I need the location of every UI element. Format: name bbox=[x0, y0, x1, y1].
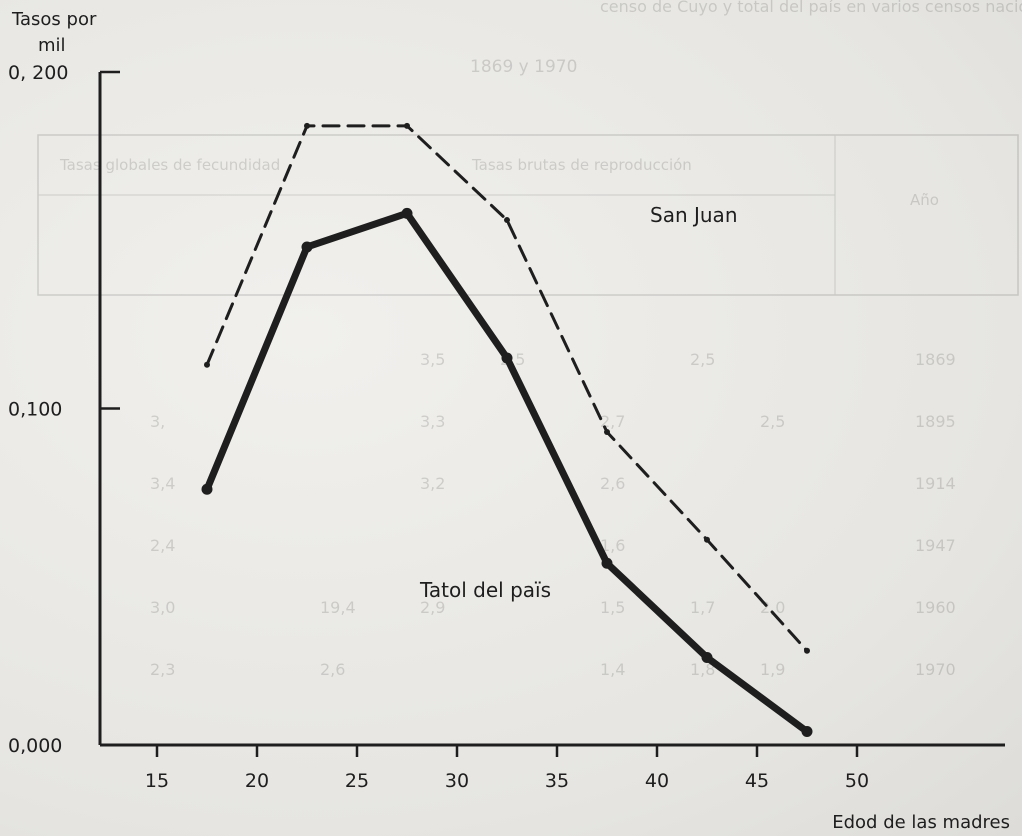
series-group bbox=[201, 122, 813, 738]
bleed-header-2: Tasas globales de fecundidad bbox=[59, 156, 280, 174]
y-tick-label: 0, 200 bbox=[8, 62, 68, 84]
bleed-title: 1869 y 1970 bbox=[470, 57, 577, 77]
bleed-cell: 1,5 bbox=[600, 598, 625, 617]
bleed-cell: 2,6 bbox=[320, 660, 345, 679]
bleed-table-rows: 18692,52,53,518952,52,73,33,19142,63,23,… bbox=[150, 350, 956, 679]
bleed-cell: 2,0 bbox=[760, 598, 785, 617]
bleed-fragment-text: censo de Cuyo y total del país en varios… bbox=[600, 0, 1022, 16]
total-pais-solid-line bbox=[203, 209, 811, 736]
axes bbox=[98, 72, 1005, 747]
total-pais-point bbox=[501, 352, 513, 364]
total-pais-point bbox=[301, 241, 313, 253]
total-pais-point bbox=[701, 652, 713, 664]
total-pais-point bbox=[801, 726, 813, 738]
series-label-san-juan: San Juan bbox=[650, 203, 738, 227]
san-juan-point bbox=[704, 536, 710, 543]
bleed-cell: 19,4 bbox=[320, 598, 356, 617]
bleed-cell: 2,5 bbox=[690, 350, 715, 369]
bleed-table-frame bbox=[37, 134, 1019, 296]
bleed-cell: 1,4 bbox=[600, 660, 625, 679]
tick-group: 15 20 25 30 35 40 45 50 0,000 0,100 0, 200 bbox=[8, 62, 869, 792]
bleed-cell: 1,8 bbox=[690, 660, 715, 679]
bleed-cell: 1970 bbox=[915, 660, 956, 679]
bleed-header-3: Año bbox=[910, 191, 939, 209]
bleed-cell: 2,6 bbox=[600, 474, 625, 493]
bleed-cell: 2,7 bbox=[600, 412, 625, 431]
bleed-cell: 2,5 bbox=[760, 412, 785, 431]
bleed-cell: 1,6 bbox=[600, 536, 625, 555]
x-tick-label: 20 bbox=[245, 770, 269, 792]
bleed-cell: 3,2 bbox=[420, 474, 445, 493]
x-tick-label: 15 bbox=[145, 770, 169, 792]
bleed-cell: 3,4 bbox=[150, 474, 175, 493]
series-label-total: Tatol del païs bbox=[419, 578, 551, 602]
y-tick-label: 0,100 bbox=[8, 399, 62, 421]
x-tick-label: 50 bbox=[845, 770, 869, 792]
san-juan-point bbox=[204, 361, 210, 368]
bleed-cell: 1947 bbox=[915, 536, 956, 555]
bleed-cell: 1,7 bbox=[690, 598, 715, 617]
bleed-cell: 1914 bbox=[915, 474, 956, 493]
bleed-cell: 3,5 bbox=[420, 350, 445, 369]
total-pais-point bbox=[601, 557, 613, 569]
bleed-cell: 1960 bbox=[915, 598, 956, 617]
bleed-cell: 1895 bbox=[915, 412, 956, 431]
san-juan-point bbox=[804, 647, 810, 654]
total-pais-point bbox=[201, 483, 213, 495]
bleed-cell: 2,4 bbox=[150, 536, 175, 555]
bleed-cell: 2,3 bbox=[150, 660, 175, 679]
san-juan-point bbox=[604, 429, 610, 436]
y-tick-label: 0,000 bbox=[8, 735, 62, 757]
y-axis-label-line1: Tasos por bbox=[11, 9, 97, 30]
x-tick-label: 45 bbox=[745, 770, 769, 792]
san-juan-point bbox=[404, 122, 410, 129]
bleed-cell: 1869 bbox=[915, 350, 956, 369]
bleed-cell: 1,9 bbox=[760, 660, 785, 679]
bleed-cell: 3,3 bbox=[420, 412, 445, 431]
san-juan-point bbox=[304, 122, 310, 129]
bleed-header-1: Tasas brutas de reproducción bbox=[471, 156, 692, 174]
san-juan-point bbox=[504, 217, 510, 224]
bleed-cell: 3,0 bbox=[150, 598, 175, 617]
y-axis-label-line2: mil bbox=[38, 35, 66, 56]
total-pais-point bbox=[401, 207, 413, 219]
x-axis-label: Edod de las madres bbox=[832, 812, 1010, 833]
x-tick-label: 25 bbox=[345, 770, 369, 792]
x-tick-label: 30 bbox=[445, 770, 469, 792]
bleed-cell: 2,9 bbox=[420, 598, 445, 617]
x-tick-label: 35 bbox=[545, 770, 569, 792]
x-tick-label: 40 bbox=[645, 770, 669, 792]
bleed-cell: 3, bbox=[150, 412, 165, 431]
